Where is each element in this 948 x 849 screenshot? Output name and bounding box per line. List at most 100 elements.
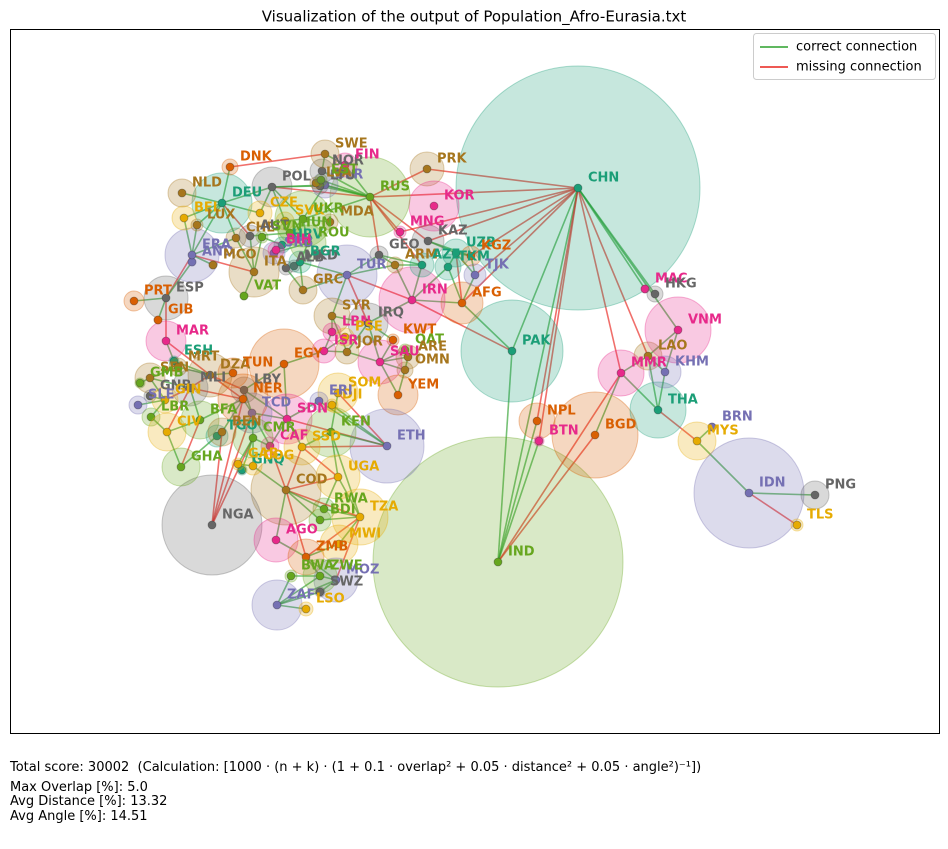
connection	[331, 315, 369, 324]
connection	[285, 446, 303, 491]
node-label: ZMB	[316, 540, 348, 555]
node-label: SRB	[284, 236, 313, 251]
node-dot	[590, 430, 600, 440]
connection	[305, 543, 340, 558]
node-label: NPL	[547, 404, 576, 419]
connection	[331, 315, 348, 353]
node-dot	[298, 214, 308, 224]
node-dot	[205, 370, 215, 380]
node-label: CHE	[246, 221, 275, 236]
node-dot	[457, 298, 467, 308]
node-label: JOR	[356, 335, 383, 350]
node-label: ETH	[397, 429, 426, 444]
node-dot	[333, 388, 343, 398]
node-label: SWE	[335, 137, 368, 152]
connection	[275, 539, 307, 558]
connection	[243, 389, 253, 414]
node-dot	[129, 296, 139, 306]
node-dot	[161, 336, 171, 346]
connection	[664, 329, 679, 373]
node-dot	[279, 359, 289, 369]
node-dot	[314, 396, 324, 406]
node-dot	[393, 390, 403, 400]
node-label: SVK	[295, 204, 325, 219]
connection	[165, 340, 211, 376]
node-label: SWZ	[330, 575, 363, 590]
connection	[183, 202, 223, 219]
connection	[338, 516, 361, 545]
node-dot	[429, 201, 439, 211]
connection	[249, 232, 291, 237]
node-label: SOM	[348, 376, 381, 391]
node-dot	[297, 442, 307, 452]
node-label: TUR	[357, 258, 386, 273]
node-label: HRV	[292, 228, 323, 243]
node-dot	[161, 293, 171, 303]
connection	[149, 377, 191, 389]
node-label: ZAF	[287, 588, 315, 603]
connection	[511, 187, 579, 352]
node-dot	[145, 373, 155, 383]
node-label: NGA	[222, 508, 254, 523]
node-dot	[248, 461, 258, 471]
node-label: BRN	[722, 410, 753, 425]
connection	[367, 322, 394, 341]
node-label: LBN	[342, 315, 371, 330]
node-dot	[320, 149, 330, 159]
connection	[211, 412, 253, 526]
node-dot	[179, 213, 189, 223]
connection	[346, 322, 369, 353]
node-dot	[470, 270, 480, 280]
node-dot	[810, 490, 820, 500]
node-dot	[334, 539, 344, 549]
legend-label: correct connection	[796, 40, 917, 55]
connection	[497, 440, 540, 563]
node-label: IRN	[422, 283, 448, 298]
node-dot	[187, 250, 197, 260]
node-dot	[327, 327, 337, 337]
connection	[285, 476, 339, 491]
node-label: BGD	[605, 418, 637, 433]
connection	[299, 261, 304, 291]
connection	[337, 392, 388, 447]
node-dot	[493, 557, 503, 567]
node-label: TKM	[458, 250, 490, 265]
connection	[271, 186, 286, 222]
node-dot	[400, 345, 410, 355]
node-dot	[153, 315, 163, 325]
node-dot	[228, 368, 238, 378]
node-dot	[326, 427, 336, 437]
node-label: TJK	[485, 258, 510, 273]
connection	[427, 240, 472, 257]
node-dot	[162, 427, 172, 437]
connection	[243, 363, 285, 391]
node-label: AND	[202, 245, 234, 260]
connection	[183, 217, 193, 256]
connection	[285, 489, 325, 510]
connection	[447, 266, 463, 304]
node-dot	[423, 236, 433, 246]
connection	[191, 202, 223, 256]
connection	[269, 418, 288, 447]
node-label: ARM	[405, 248, 438, 263]
node-label: GNB	[160, 379, 191, 394]
labels: CHNINDPAKBGDNPLBTNAFGIRNTKMUZBKGZTJKKAZM…	[144, 137, 856, 607]
footer-line: Total score: 30002 (Calculation: [1000 ·…	[10, 760, 702, 775]
node-label: BLR	[335, 168, 363, 183]
node-label: KOR	[444, 189, 475, 204]
connection	[330, 431, 388, 447]
connection	[344, 164, 371, 198]
node-dot	[289, 261, 299, 271]
connection	[337, 476, 361, 518]
connection	[166, 431, 182, 468]
node-label: AUT	[260, 219, 289, 234]
node-label: GIB	[168, 303, 193, 318]
connection	[191, 224, 198, 256]
connection	[427, 187, 579, 242]
node-label: MWI	[349, 527, 381, 542]
node-label: RWA	[334, 492, 368, 507]
connection	[283, 350, 325, 365]
node-dot	[267, 182, 277, 192]
node-label: MYS	[707, 424, 739, 439]
node-label: LVA	[326, 166, 352, 181]
